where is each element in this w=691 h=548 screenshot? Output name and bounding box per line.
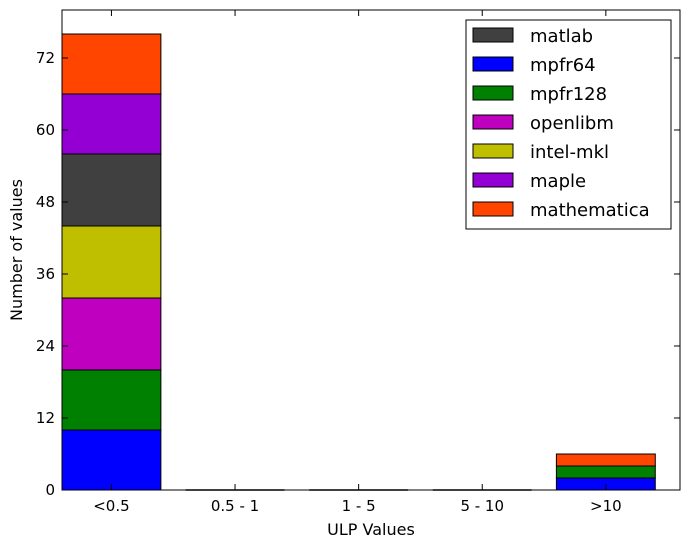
bar-mathematica-4 xyxy=(555,453,656,467)
x-tick-label: 0.5 - 1 xyxy=(211,497,259,515)
y-tick-label: 36 xyxy=(36,265,55,283)
bars-layer xyxy=(61,33,656,491)
legend-label-mathematica: mathematica xyxy=(530,200,650,221)
legend-swatch-intel-mkl xyxy=(472,143,514,159)
legend-swatch-openlibm xyxy=(472,114,514,130)
legend-label-mpfr64: mpfr64 xyxy=(530,55,596,76)
legend-swatch-mathematica xyxy=(472,201,514,217)
plot-frame xyxy=(61,9,681,491)
x-tick-label: >10 xyxy=(590,497,622,515)
legend-swatch-mpfr64 xyxy=(472,56,514,72)
legend-label-matlab: matlab xyxy=(530,26,593,47)
bar-mpfr128-0 xyxy=(61,369,162,431)
legend-label-openlibm: openlibm xyxy=(530,113,614,134)
legend-swatch-maple xyxy=(472,172,514,188)
x-tick-label: 1 - 5 xyxy=(342,497,376,515)
x-axis-label: ULP Values xyxy=(327,520,415,539)
bar-matlab-0 xyxy=(61,153,162,227)
bar-mpfr128-4 xyxy=(555,465,656,479)
y-tick-label: 12 xyxy=(36,409,55,427)
y-tick-label: 60 xyxy=(36,121,55,139)
legend: matlab mpfr64 mpfr128 openlibm intel-mkl mapl… xyxy=(465,19,672,230)
y-tick-label: 72 xyxy=(36,49,55,67)
axis-ticks: <0.5 0.5 - 1 1 - 5 5 - 10 >10 0 12 24 36 48 60 72 xyxy=(36,10,680,515)
y-tick-label: 0 xyxy=(45,481,55,499)
bar-mathematica-0 xyxy=(61,33,162,95)
legend-label-intel-mkl: intel-mkl xyxy=(530,142,609,163)
x-tick-label: 5 - 10 xyxy=(460,497,504,515)
legend-label-mpfr128: mpfr128 xyxy=(530,84,607,105)
bar-intel-mkl-0 xyxy=(61,225,162,299)
y-tick-label: 48 xyxy=(36,193,55,211)
bar-maple-0 xyxy=(61,93,162,155)
y-tick-label: 24 xyxy=(36,337,55,355)
x-tick-label: <0.5 xyxy=(93,497,129,515)
bar-openlibm-0 xyxy=(61,297,162,371)
legend-swatch-mpfr128 xyxy=(472,85,514,101)
legend-label-maple: maple xyxy=(530,171,586,192)
bar-mpfr64-0 xyxy=(61,429,162,491)
y-axis-label: Number of values xyxy=(7,179,26,321)
legend-swatch-matlab xyxy=(472,27,514,43)
